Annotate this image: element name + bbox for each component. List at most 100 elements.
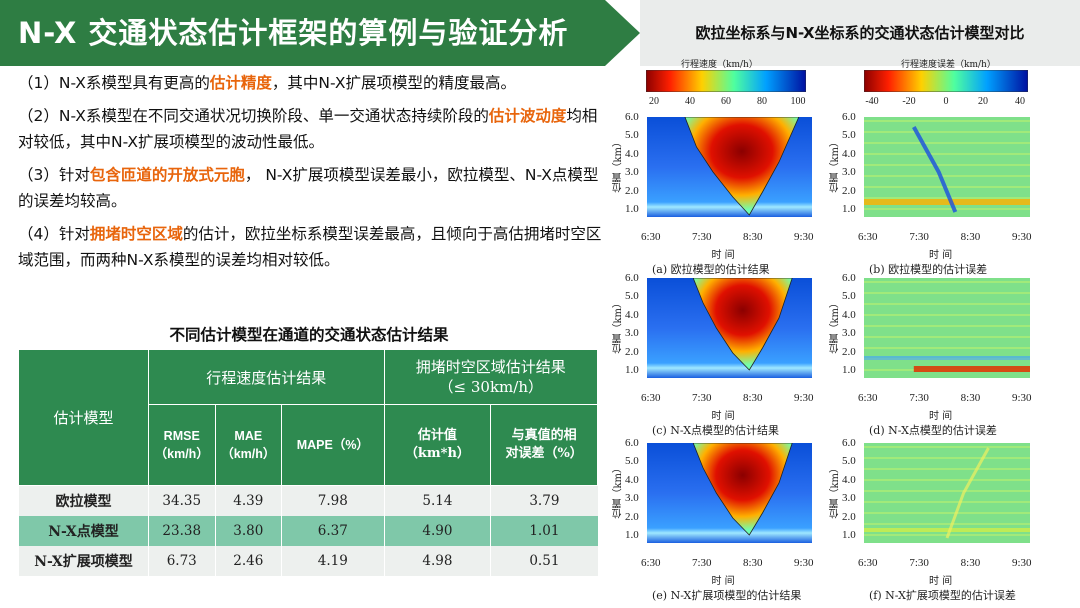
speed-group-header: 行程速度估计结果 (147, 349, 385, 405)
y-axis-label: 位置（km） (613, 463, 624, 519)
y-tick: 1.0 (842, 529, 856, 541)
colorbar-tick: 0 (943, 96, 949, 107)
y-tick: 6.0 (842, 437, 856, 449)
speed-heatmap (647, 278, 812, 378)
estimate-header: 估计值 （km*h） (383, 404, 492, 486)
title-banner (0, 0, 640, 66)
rmse-header: RMSE （km/h） (147, 404, 216, 486)
y-tick: 5.0 (625, 455, 639, 468)
y-axis-label: 位置（km） (830, 137, 841, 193)
colorbar-tick: 60 (721, 96, 731, 107)
y-tick: 2.0 (842, 345, 856, 358)
x-tick: 8:30 (960, 557, 981, 569)
panel-caption: (b) 欧拉模型的估计误差 (869, 263, 988, 276)
x-tick: 9:30 (794, 231, 814, 243)
y-tick: 6.0 (842, 272, 856, 284)
y-tick: 4.0 (625, 308, 639, 321)
x-tick: 7:30 (692, 392, 712, 404)
x-axis-label: 时 间 (711, 250, 735, 261)
x-tick: 9:30 (794, 392, 814, 404)
x-tick: 6:30 (858, 231, 878, 243)
panel-caption: (d) N-X点模型的估计误差 (869, 424, 997, 437)
y-tick: 4.0 (842, 147, 856, 160)
error-heatmap (864, 117, 1030, 217)
page-title: N-X 交通状态估计框架的算例与验证分析 (18, 16, 569, 50)
error-colorbar (864, 70, 1028, 92)
colorbar-tick: 20 (649, 96, 659, 107)
y-tick: 5.0 (842, 129, 856, 142)
y-tick: 1.0 (625, 529, 639, 541)
x-tick: 8:30 (960, 231, 981, 243)
conclusion-item: （1）N-X系模型具有更高的估计精度，其中N-X扩展项模型的精度最高。 (18, 74, 516, 92)
x-axis-label: 时 间 (711, 411, 735, 422)
colorbar-tick: 40 (1015, 96, 1025, 107)
results-table: 估计模型 行程速度估计结果 拥堵时空区域估计结果 （≤ 30km/h） RMSE… (18, 349, 599, 576)
y-tick: 3.0 (625, 492, 639, 505)
error-colorbar-title: 行程速度误差（km/h） (901, 60, 996, 70)
y-tick: 2.0 (625, 345, 639, 358)
col-model-header: 估计模型 (18, 349, 149, 486)
y-tick: 2.0 (842, 510, 856, 523)
x-tick: 9:30 (1012, 231, 1032, 243)
y-tick: 4.0 (842, 308, 856, 321)
y-tick: 2.0 (625, 510, 639, 523)
colorbar-tick: -40 (865, 96, 879, 107)
table-title: 不同估计模型在通道的交通状态估计结果 (169, 326, 449, 344)
y-tick: 5.0 (625, 129, 639, 142)
colorbar-tick: 100 (790, 96, 806, 107)
y-axis-label: 位置（km） (613, 298, 624, 354)
x-axis-label: 时 间 (711, 576, 735, 587)
y-tick: 6.0 (625, 272, 639, 284)
relative-error-header: 与真值的相 对误差（%） (490, 404, 598, 486)
x-axis-label: 时 间 (929, 250, 953, 261)
speed-colorbar (646, 70, 806, 92)
x-tick: 6:30 (858, 392, 878, 404)
conclusion-item: （4）针对拥堵时空区域的估计，欧拉坐标系模型误差最高，且倾向于高估拥堵时空区域范… (18, 225, 602, 269)
x-tick: 8:30 (743, 231, 763, 243)
x-tick: 6:30 (641, 392, 661, 404)
colorbar-tick: 80 (757, 96, 767, 107)
conclusion-list: （1）N-X系模型具有更高的估计精度，其中N-X扩展项模型的精度最高。 （2）N… (18, 70, 608, 280)
y-axis-label: 位置（km） (830, 463, 841, 519)
y-tick: 6.0 (842, 111, 856, 123)
y-tick: 4.0 (625, 473, 639, 486)
y-tick: 5.0 (625, 290, 639, 303)
speed-colorbar-title: 行程速度（km/h） (681, 60, 758, 70)
x-tick: 6:30 (641, 557, 661, 569)
x-tick: 9:30 (794, 557, 814, 569)
x-tick: 7:30 (909, 557, 929, 569)
y-tick: 6.0 (625, 437, 639, 449)
y-tick: 1.0 (842, 364, 856, 376)
mae-header: MAE （km/h） (214, 404, 283, 486)
speed-heatmap (647, 443, 812, 543)
table-row: 欧拉模型 34.35 4.39 7.98 5.14 3.79 (18, 485, 598, 516)
y-tick: 5.0 (842, 455, 856, 468)
y-tick: 3.0 (842, 166, 856, 179)
y-tick: 4.0 (625, 147, 639, 160)
x-tick: 9:30 (1012, 392, 1032, 404)
conclusion-item: （2）N-X系模型在不同交通状况切换阶段、单一交通状态持续阶段的估计波动度均相对… (18, 107, 598, 151)
y-tick: 3.0 (842, 492, 856, 505)
figure-heading: 欧拉坐标系与N-X坐标系的交通状态估计模型对比 (640, 0, 1080, 66)
panel-caption: (f) N-X扩展项模型的估计误差 (869, 589, 1016, 602)
x-tick: 6:30 (858, 557, 878, 569)
x-tick: 7:30 (909, 392, 929, 404)
y-tick: 1.0 (625, 364, 639, 376)
mape-header: MAPE（%） (281, 404, 385, 486)
x-tick: 9:30 (1012, 557, 1032, 569)
table-row: N-X扩展项模型 6.73 2.46 4.19 4.98 0.51 (18, 546, 598, 576)
congestion-group-header: 拥堵时空区域估计结果 （≤ 30km/h） (383, 349, 599, 405)
y-axis-label: 位置（km） (613, 137, 624, 193)
table-row: N-X点模型 23.38 3.80 6.37 4.90 1.01 (18, 516, 598, 546)
x-axis-label: 时 间 (929, 411, 953, 422)
x-tick: 7:30 (692, 557, 712, 569)
y-tick: 3.0 (842, 327, 856, 340)
colorbar-tick: 20 (978, 96, 988, 107)
conclusion-item: （3）针对包含匝道的开放式元胞， N-X扩展项模型误差最小，欧拉模型、N-X点模… (18, 166, 599, 210)
y-tick: 2.0 (842, 184, 856, 197)
y-tick: 2.0 (625, 184, 639, 197)
y-tick: 1.0 (625, 203, 639, 215)
x-tick: 8:30 (960, 392, 981, 404)
error-heatmap (864, 443, 1030, 543)
x-tick: 7:30 (909, 231, 929, 243)
